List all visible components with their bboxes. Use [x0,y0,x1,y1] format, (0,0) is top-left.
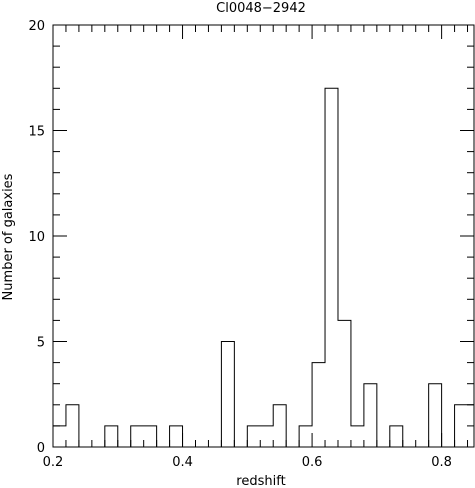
y-tick-label: 10 [28,230,45,245]
histogram-bin [325,88,338,447]
x-tick-label: 0.8 [431,455,452,470]
histogram-bin [105,426,118,447]
x-tick-label: 0.4 [172,455,193,470]
histogram-bars [53,88,474,447]
histogram-bin [144,426,157,447]
y-tick-label: 5 [37,336,45,351]
y-axis-label: Number of galaxies [1,173,16,300]
histogram-bin [170,426,183,447]
histogram-bin [247,426,260,447]
histogram-bin [299,426,312,447]
histogram-bin [260,426,273,447]
x-axis-label: redshift [236,474,285,488]
histogram-bin [312,363,325,447]
histogram-bin [273,405,286,447]
plot-frame [52,24,475,448]
histogram-bin [338,320,351,447]
y-tick-label: 20 [28,19,45,34]
tick-labels: 0.2 0.4 0.6 0.8 0 5 10 15 20 [28,19,452,470]
histogram-bin [131,426,144,447]
histogram-bin [66,405,79,447]
chart-title: Cl0048−2942 [216,1,306,16]
x-tick-label: 0.2 [43,455,64,470]
axis-ticks [52,24,474,448]
histogram-bin [221,342,234,448]
histogram-bin [364,384,377,447]
histogram-bin [390,426,403,447]
histogram-bin [53,426,66,447]
y-tick-label: 15 [28,125,45,140]
histogram-outline [53,87,474,448]
histogram-bin [351,426,364,447]
histogram-bin [468,405,474,447]
y-tick-label: 0 [37,441,45,456]
histogram-bin [429,384,442,447]
histogram-bin [455,405,468,447]
x-tick-label: 0.6 [302,455,323,470]
